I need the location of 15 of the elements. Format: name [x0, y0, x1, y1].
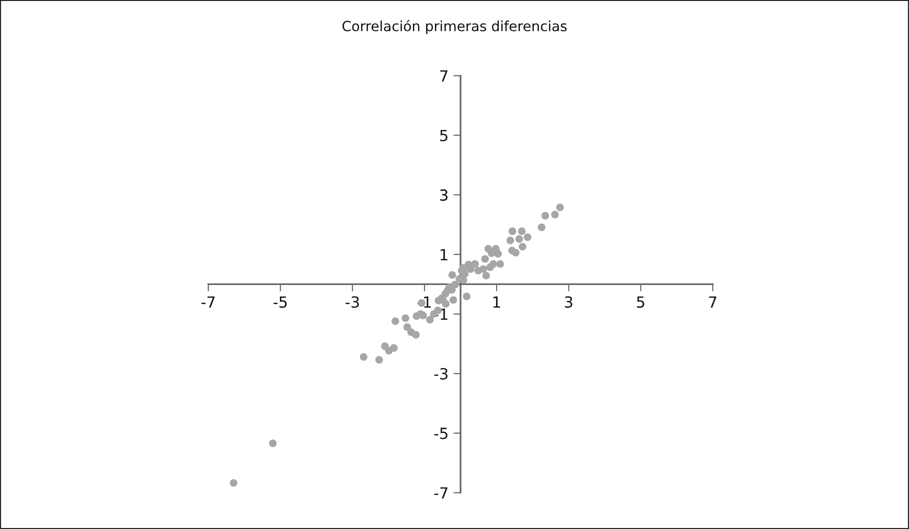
y-tick-label: 3 [440, 189, 448, 201]
x-tick-label: -3 [346, 296, 359, 308]
y-tick-label: -3 [434, 368, 448, 380]
x-tick-label: 7 [709, 296, 716, 308]
x-tick-label: -5 [274, 296, 287, 308]
y-tick-label: 7 [440, 70, 448, 82]
x-tick-label: 1 [493, 296, 500, 308]
y-tick-label: 1 [440, 249, 448, 260]
x-tick-label: 3 [564, 296, 572, 308]
x-tick-label: -7 [201, 296, 215, 308]
x-tick-label: 5 [637, 296, 644, 308]
y-tick-label: 5 [440, 130, 448, 142]
y-tick-label: -5 [434, 428, 448, 440]
y-tick-label: -7 [434, 487, 448, 499]
chart-title: Correlación primeras diferencias [342, 20, 567, 34]
